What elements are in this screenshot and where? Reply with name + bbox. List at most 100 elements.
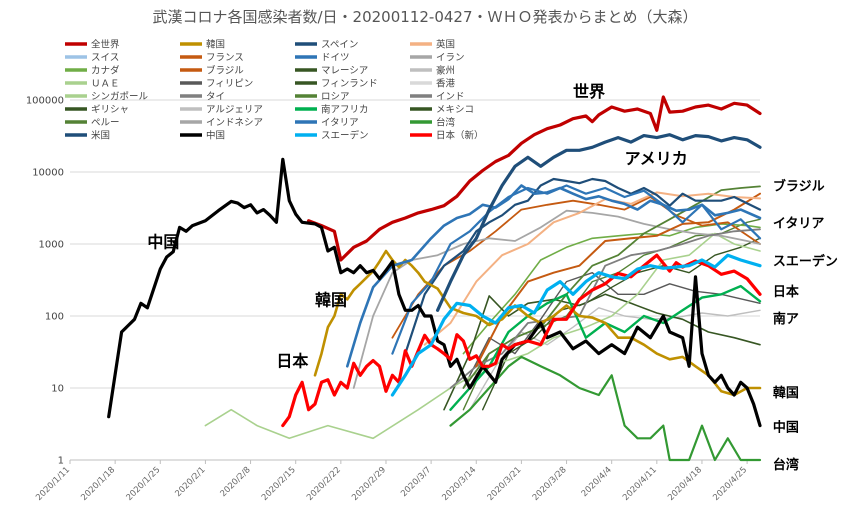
legend-item: イラン <box>410 53 465 64</box>
legend-item: インド <box>410 92 465 103</box>
series-line <box>390 253 762 397</box>
legend-label: インドネシア <box>206 118 263 129</box>
annotation-label: 日本 <box>276 351 308 370</box>
series-line <box>443 293 761 411</box>
chart-title: 武漢コロナ各国感染者数/日・20200112-0427・ＷＨＯ発表からまとめ（大… <box>153 8 698 26</box>
legend-label: マレーシア <box>321 66 368 77</box>
legend-label: 米国 <box>91 130 110 142</box>
legend-item: スエーデン <box>295 130 369 142</box>
legend-label: メキシコ <box>436 105 474 116</box>
y-tick-label: 10 <box>51 384 64 395</box>
legend-item: イタリア <box>295 118 359 129</box>
legend-label: フィリピン <box>206 79 253 90</box>
legend-label: スイス <box>91 53 119 64</box>
annotation-label: ブラジル <box>773 179 825 195</box>
y-tick-label: 1000 <box>39 240 64 251</box>
legend-label: 全世界 <box>91 39 120 51</box>
series-line <box>391 184 762 355</box>
legend-item: カナダ <box>65 65 120 77</box>
x-tick-label: 2020/3/28 <box>531 465 569 503</box>
series-lines <box>107 95 762 462</box>
x-tick-label: 2020/3/21 <box>486 465 524 503</box>
legend-label: 日本（新） <box>436 130 484 142</box>
legend-item: シンガポール <box>65 92 149 103</box>
series-line <box>449 355 762 462</box>
series-line <box>346 184 762 368</box>
legend-item: フランス <box>180 53 244 64</box>
x-tick-label: 2020/2/8 <box>219 465 253 499</box>
legend-item: 米国 <box>65 130 110 142</box>
legend-item: ロシア <box>295 92 350 103</box>
legend-item: 香港 <box>410 78 456 90</box>
legend-item: スペイン <box>295 40 358 51</box>
annotation-label: 日本 <box>773 284 799 300</box>
legend-label: 南アフリカ <box>321 104 369 116</box>
annotation-label: 韓国 <box>773 385 799 401</box>
legend-item: 日本（新） <box>410 130 484 142</box>
series-line <box>281 253 762 428</box>
annotation-label: 中国 <box>147 232 179 251</box>
x-tick-label: 2020/2/1 <box>173 465 207 499</box>
series-line <box>423 191 761 346</box>
legend-item: メキシコ <box>410 105 474 116</box>
legend-item: タイ <box>180 92 225 103</box>
legend-item: 英国 <box>410 39 455 51</box>
x-tick-label: 2020/4/18 <box>666 465 704 503</box>
y-tick-label: 10000 <box>32 168 64 179</box>
x-tick-label: 2020/1/25 <box>125 465 163 503</box>
y-tick-label: 100 <box>45 312 64 323</box>
legend-item: 韓国 <box>180 40 225 51</box>
series-line <box>449 228 761 389</box>
x-tick-label: 2020/1/11 <box>34 465 72 503</box>
annotation-label: 台湾 <box>773 457 799 473</box>
legend-label: スペイン <box>321 40 358 51</box>
annotation-label: 韓国 <box>315 290 347 309</box>
series-line <box>204 232 761 440</box>
legend-item: フィリピン <box>180 79 253 90</box>
x-tick-label: 2020/1/18 <box>79 465 117 503</box>
x-tick-label: 2020/3/7 <box>399 465 433 499</box>
series-line <box>107 157 762 428</box>
series-line <box>436 133 762 312</box>
legend-label: ドイツ <box>321 53 350 64</box>
legend-label: インド <box>436 92 465 103</box>
legend-item: スイス <box>65 53 119 64</box>
legend-label: ロシア <box>321 92 350 103</box>
series-line <box>391 196 761 339</box>
legend-label: ＵＡＥ <box>91 79 120 90</box>
x-tick-label: 2020/3/14 <box>440 465 478 503</box>
legend-label: 中国 <box>206 130 225 142</box>
legend-item: ＵＡＥ <box>65 79 120 90</box>
legend-label: 英国 <box>436 39 455 51</box>
annotation-label: アメリカ <box>625 149 688 168</box>
legend-label: ギリシャ <box>91 105 129 116</box>
y-tick-label: 100000 <box>26 96 64 107</box>
series-line <box>475 192 761 368</box>
x-tick-label: 2020/4/25 <box>711 465 749 503</box>
legend-item: ブラジル <box>180 65 244 77</box>
annotation-label: スエーデン <box>773 254 838 270</box>
legend-item: マレーシア <box>295 66 368 77</box>
annotation-label: イタリア <box>773 216 824 231</box>
legend-label: ペルー <box>91 118 120 129</box>
x-tick-label: 2020/2/29 <box>350 465 388 503</box>
legend-label: 香港 <box>436 78 456 90</box>
legend-item: インドネシア <box>180 118 263 129</box>
legend-item: 豪州 <box>410 65 455 77</box>
legend-item: 台湾 <box>410 117 456 129</box>
legend-label: ブラジル <box>206 65 244 77</box>
legend-item: フィンランド <box>295 79 378 90</box>
legend-label: シンガポール <box>91 92 149 103</box>
x-tick-label: 2020/4/11 <box>621 465 659 503</box>
annotation-label: 中国 <box>773 419 799 435</box>
annotation-label: 南ア <box>773 311 799 327</box>
legend-item: 南アフリカ <box>295 104 369 116</box>
series-line <box>313 249 762 397</box>
legend-item: ドイツ <box>295 53 350 64</box>
annotation-label: 世界 <box>573 82 605 101</box>
legend-label: 豪州 <box>436 65 455 77</box>
legend-label: フィンランド <box>321 79 378 90</box>
